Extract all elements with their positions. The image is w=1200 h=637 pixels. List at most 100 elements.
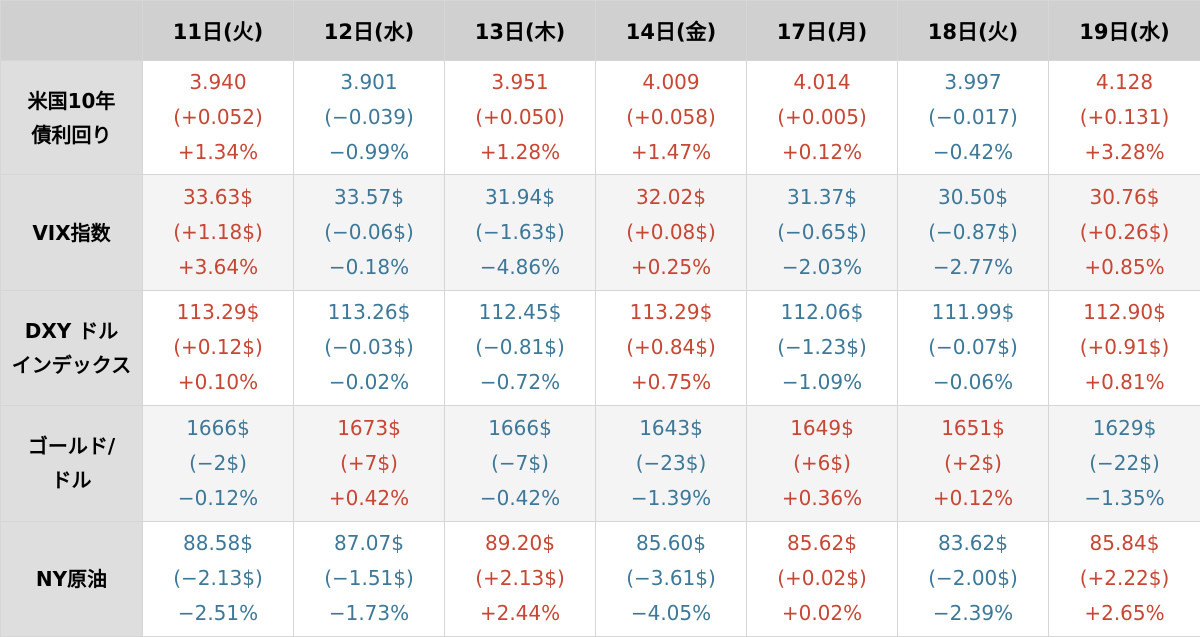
row-label-line: 米国10年 bbox=[27, 88, 116, 113]
percent-text: +3.28% bbox=[1084, 140, 1165, 165]
data-cell: 3.901 (−0.039) −0.99% bbox=[293, 59, 445, 176]
percent-text: +0.02% bbox=[781, 601, 863, 626]
data-cell: 85.62$ (+0.02$) +0.02% bbox=[746, 520, 898, 637]
row-label-line: 債利回り bbox=[31, 122, 112, 147]
column-header: 12日(水) bbox=[293, 0, 445, 61]
row-label-line: DXY ドル bbox=[24, 318, 119, 343]
column-header: 11日(火) bbox=[142, 0, 294, 61]
data-cell: 89.20$ (+2.13$) +2.44% bbox=[444, 520, 596, 637]
value-text: 4.014 bbox=[793, 70, 851, 95]
value-text: 112.45$ bbox=[478, 300, 562, 325]
percent-text: −0.42% bbox=[932, 140, 1014, 165]
column-header: 18日(火) bbox=[897, 0, 1049, 61]
change-text: (−1.51$) bbox=[324, 566, 414, 591]
table-row: VIX指数 33.63$ (+1.18$) +3.64% 33.57$ (−0.06$) −… bbox=[0, 174, 1200, 291]
change-text: (−0.87$) bbox=[928, 220, 1018, 245]
value-text: 89.20$ bbox=[485, 531, 555, 556]
change-text: (−2$) bbox=[189, 450, 247, 475]
change-text: (+1.18$) bbox=[173, 220, 263, 245]
data-cell: 1643$ (−23$) −1.39% bbox=[595, 405, 747, 522]
value-text: 3.901 bbox=[340, 70, 398, 95]
value-text: 1629$ bbox=[1092, 415, 1157, 440]
percent-text: −2.51% bbox=[177, 601, 259, 626]
row-label: VIX指数 bbox=[0, 174, 143, 291]
percent-text: +0.12% bbox=[932, 485, 1014, 510]
change-text: (−0.65$) bbox=[777, 220, 867, 245]
change-text: (+2.22$) bbox=[1079, 566, 1170, 591]
percent-text: +0.75% bbox=[630, 370, 712, 395]
percent-text: +0.81% bbox=[1084, 370, 1165, 395]
value-text: 1673$ bbox=[337, 415, 401, 440]
data-cell: 113.29$ (+0.84$) +0.75% bbox=[595, 289, 747, 407]
data-cell: 1651$ (+2$) +0.12% bbox=[897, 405, 1049, 522]
percent-text: +2.44% bbox=[479, 601, 561, 626]
percent-text: −1.35% bbox=[1084, 485, 1165, 510]
data-cell: 4.128 (+0.131) +3.28% bbox=[1048, 59, 1200, 176]
data-cell: 1666$ (−7$) −0.42% bbox=[444, 405, 596, 522]
data-cell: 30.50$ (−0.87$) −2.77% bbox=[897, 174, 1049, 291]
change-text: (+0.26$) bbox=[1079, 220, 1170, 245]
change-text: (−2.00$) bbox=[928, 566, 1018, 591]
value-text: 113.29$ bbox=[629, 300, 713, 325]
value-text: 88.58$ bbox=[183, 531, 253, 556]
change-text: (+0.005) bbox=[777, 105, 867, 130]
change-text: (+6$) bbox=[793, 450, 851, 475]
percent-text: +2.65% bbox=[1084, 601, 1165, 626]
value-text: 31.37$ bbox=[787, 185, 857, 210]
value-text: 112.06$ bbox=[780, 300, 864, 325]
change-text: (−2.13$) bbox=[173, 566, 263, 591]
row-label: 米国10年債利回り bbox=[0, 59, 143, 176]
value-text: 112.90$ bbox=[1083, 300, 1166, 325]
value-text: 1666$ bbox=[186, 415, 250, 440]
percent-text: −2.77% bbox=[932, 255, 1014, 280]
percent-text: +0.85% bbox=[1084, 255, 1165, 280]
change-text: (+2.13$) bbox=[475, 566, 565, 591]
row-label: NY原油 bbox=[0, 520, 143, 637]
value-text: 33.57$ bbox=[334, 185, 404, 210]
change-text: (+0.91$) bbox=[1079, 335, 1170, 360]
table-row: DXY ドル インデックス 113.29$ (+0.12$) +0.10% 113.26$… bbox=[0, 289, 1200, 407]
value-text: 3.951 bbox=[491, 70, 549, 95]
data-cell: 31.37$ (−0.65$) −2.03% bbox=[746, 174, 898, 291]
percent-text: +0.25% bbox=[630, 255, 712, 280]
row-label-line: ドル bbox=[51, 468, 92, 493]
percent-text: +3.64% bbox=[177, 255, 259, 280]
column-header: 19日(水) bbox=[1048, 0, 1200, 61]
data-cell: 1673$ (+7$) +0.42% bbox=[293, 405, 445, 522]
value-text: 111.99$ bbox=[931, 300, 1015, 325]
data-cell: 33.63$ (+1.18$) +3.64% bbox=[142, 174, 294, 291]
value-text: 1649$ bbox=[790, 415, 854, 440]
change-text: (−1.63$) bbox=[475, 220, 565, 245]
data-cell: 85.60$ (−3.61$) −4.05% bbox=[595, 520, 747, 637]
value-text: 85.84$ bbox=[1089, 531, 1160, 556]
change-text: (+0.052) bbox=[173, 105, 263, 130]
change-text: (+7$) bbox=[340, 450, 398, 475]
value-text: 3.997 bbox=[944, 70, 1002, 95]
data-cell: 113.26$ (−0.03$) −0.02% bbox=[293, 289, 445, 407]
percent-text: −0.72% bbox=[479, 370, 561, 395]
value-text: 85.62$ bbox=[787, 531, 857, 556]
value-text: 32.02$ bbox=[636, 185, 706, 210]
change-text: (−0.03$) bbox=[324, 335, 414, 360]
data-cell: 3.940 (+0.052) +1.34% bbox=[142, 59, 294, 176]
value-text: 3.940 bbox=[189, 70, 247, 95]
percent-text: −0.42% bbox=[479, 485, 561, 510]
percent-text: −1.73% bbox=[328, 601, 410, 626]
value-text: 1643$ bbox=[639, 415, 703, 440]
row-label-line: インデックス bbox=[11, 352, 132, 377]
change-text: (−0.039) bbox=[324, 105, 414, 130]
percent-text: +0.36% bbox=[781, 485, 863, 510]
change-text: (+0.12$) bbox=[173, 335, 263, 360]
percent-text: −0.12% bbox=[177, 485, 259, 510]
data-cell: 4.014 (+0.005) +0.12% bbox=[746, 59, 898, 176]
table-row: NY原油 88.58$ (−2.13$) −2.51% 87.07$ (−1.51$) −1… bbox=[0, 520, 1200, 637]
row-label-line: VIX指数 bbox=[32, 220, 111, 245]
data-cell: 1666$ (−2$) −0.12% bbox=[142, 405, 294, 522]
percent-text: −1.09% bbox=[781, 370, 863, 395]
change-text: (+0.050) bbox=[475, 105, 565, 130]
header-row: 11日(火) 12日(水) 13日(木) 14日(金) 17日(月) 18日(火… bbox=[0, 0, 1200, 61]
table-row: 米国10年 債利回り 3.940 (+0.052) +1.34% 3.901 (−0.039… bbox=[0, 59, 1200, 176]
change-text: (+0.02$) bbox=[777, 566, 867, 591]
table-row: ゴールド/ドル 1666$ (−2$) −0.12% 1673$ (+7$) +0.42% 1… bbox=[0, 405, 1200, 522]
change-text: (+0.08$) bbox=[626, 220, 716, 245]
